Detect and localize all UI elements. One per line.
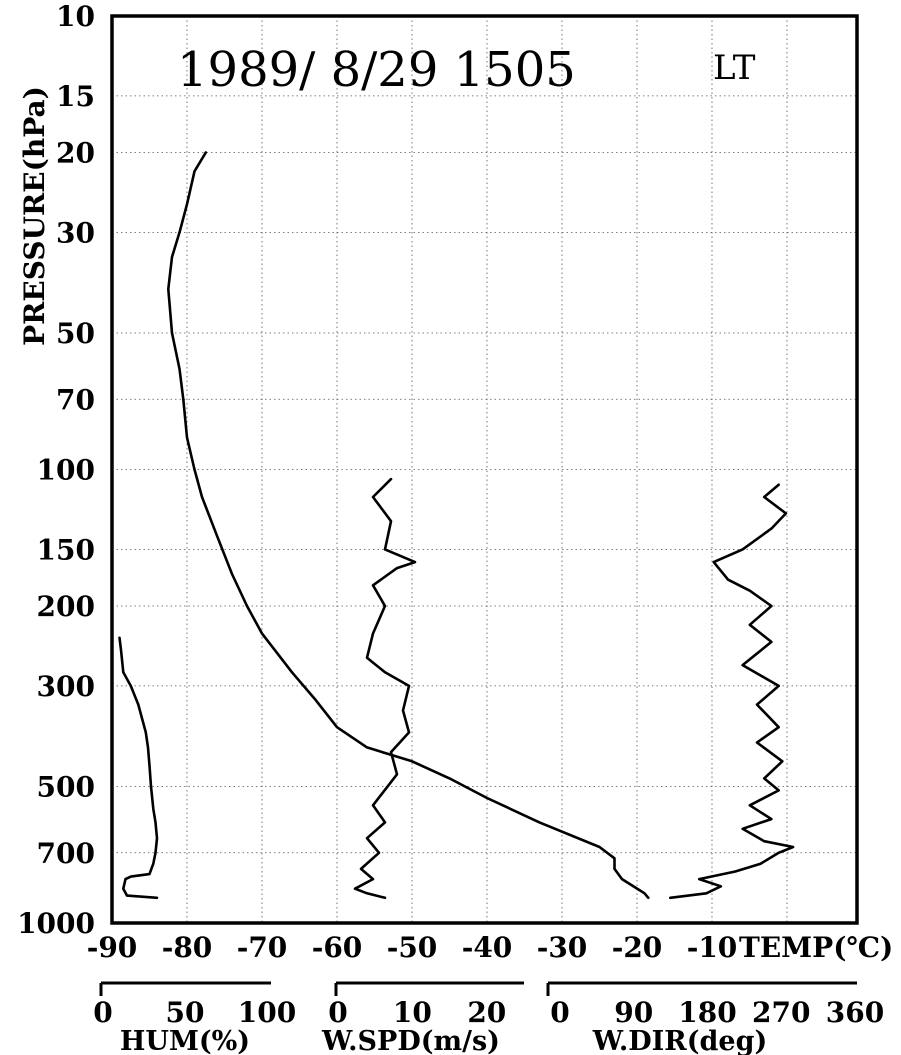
y-tick-label: 70 xyxy=(56,383,95,416)
wdir-tick-label: 90 xyxy=(614,996,653,1029)
wspd-tick-label: 10 xyxy=(393,996,432,1029)
temp-tick-label: -60 xyxy=(312,931,363,964)
y-tick-label: 50 xyxy=(56,317,95,350)
y-tick-label: 1000 xyxy=(17,907,95,940)
chart-title: 1989/ 8/29 1505 xyxy=(177,42,576,98)
profile-curves xyxy=(118,151,795,900)
hum-tick-label: 100 xyxy=(238,996,296,1029)
series-hum-line xyxy=(118,636,159,900)
series-wdir-line xyxy=(669,483,795,900)
temp-tick-label: -10 xyxy=(687,931,738,964)
wdir-tick-label: 270 xyxy=(752,996,810,1029)
y-tick-label: 300 xyxy=(37,670,95,703)
wspd-tick-label: 0 xyxy=(328,996,347,1029)
wspd-tick-label: 20 xyxy=(467,996,506,1029)
temp-axis: -90 -80 -70 -60 -50 -40 -30 -20 -10 TEMP(℃) xyxy=(87,931,894,964)
hum-axis-label: HUM(%) xyxy=(120,1026,250,1055)
temp-tick-label: -30 xyxy=(537,931,588,964)
series-wspd-line xyxy=(353,477,417,900)
y-tick-label: 500 xyxy=(37,770,95,803)
wdir-tick-label: 0 xyxy=(550,996,569,1029)
y-tick-label: 200 xyxy=(37,590,95,623)
temp-tick-label: -70 xyxy=(237,931,288,964)
hum-tick-label: 50 xyxy=(166,996,205,1029)
temp-tick-label: -80 xyxy=(162,931,213,964)
wspd-axis-label: W.SPD(m/s) xyxy=(321,1026,500,1055)
wdir-axis-label: W.DIR(deg) xyxy=(592,1026,768,1055)
hum-tick-label: 0 xyxy=(93,996,112,1029)
series-temp-line xyxy=(167,151,650,900)
grid-lines xyxy=(112,16,857,923)
plot-frame xyxy=(110,14,859,925)
temp-tick-label: -90 xyxy=(87,931,138,964)
y-tick-label: 15 xyxy=(56,80,95,113)
y-tick-label: 150 xyxy=(37,533,95,566)
y-tick-label: 10 xyxy=(56,0,95,33)
wdir-tick-label: 180 xyxy=(678,996,736,1029)
y-tick-label: 100 xyxy=(37,454,95,487)
temp-tick-label: -20 xyxy=(612,931,663,964)
y-tick-label: 700 xyxy=(37,837,95,870)
temp-tick-label: -40 xyxy=(462,931,513,964)
temp-tick-label: -50 xyxy=(387,931,438,964)
temp-axis-label: TEMP(℃) xyxy=(739,931,893,964)
chart-title-suffix: LT xyxy=(713,48,756,88)
y-tick-label: 30 xyxy=(56,216,95,249)
y-tick-labels: 10 15 20 30 50 70 100 150 200 300 500 700 1000 xyxy=(17,0,95,940)
wdir-tick-label: 360 xyxy=(826,996,884,1029)
y-tick-label: 20 xyxy=(56,137,95,170)
y-axis-label: PRESSURE(hPa) xyxy=(18,86,51,346)
